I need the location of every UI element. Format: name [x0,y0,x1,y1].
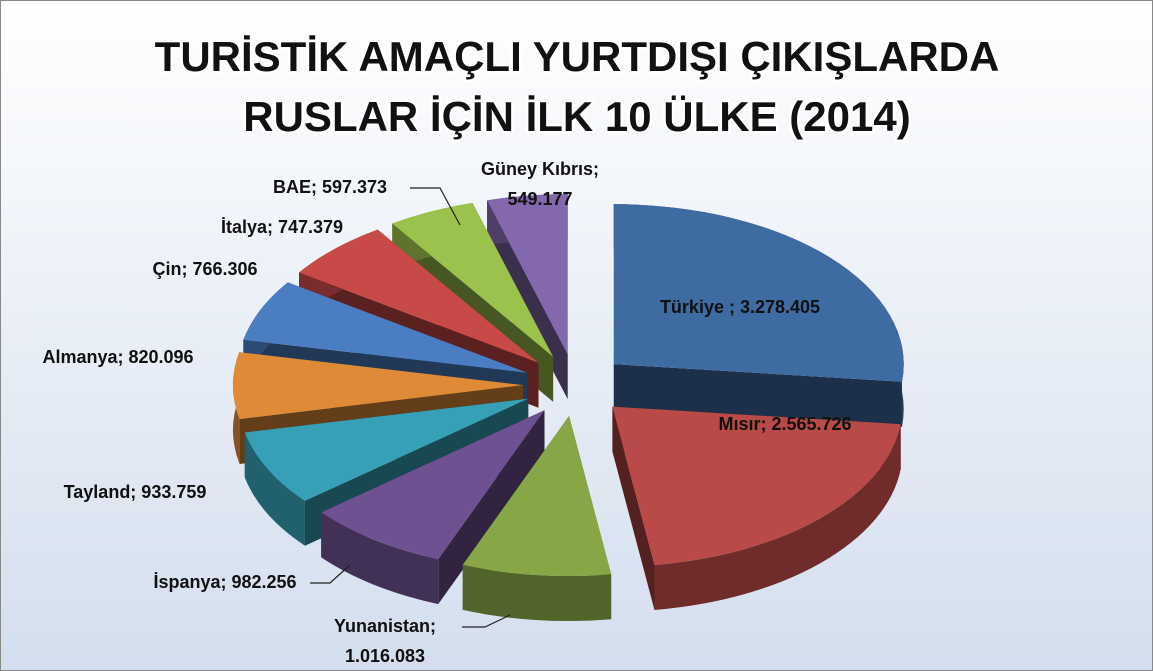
slice [612,406,901,610]
slice-top [487,194,568,355]
slice [321,410,545,605]
data-label-line: BAE; 597.373 [273,177,387,197]
slice-wall [612,406,655,610]
slice-top [299,229,539,363]
chart-title: RUSLAR İÇİN İLK 10 ÜLKE (2014) [243,93,910,140]
leader-line [462,614,511,628]
slice-side [462,564,612,621]
pie [233,194,904,621]
leader-line [310,564,351,584]
slice-top [243,282,528,373]
data-label-line: Türkiye ; 3.278.405 [660,297,820,317]
slice-top [392,202,554,357]
data-label: Mısır; 2.565.726 [718,414,851,434]
data-label-line: 549.177 [507,189,572,209]
labels: Türkiye ; 3.278.405 Mısır; 2.565.726 Yunan… [42,159,851,666]
data-label-line: Yunanistan; [334,616,436,636]
slice-side [321,512,439,605]
slice-top [233,352,524,419]
data-label: Çin; 766.306 [152,259,257,279]
slice-top [612,406,901,565]
data-label-line: Mısır; 2.565.726 [718,414,851,434]
data-label-line: İspanya; 982.256 [153,572,296,592]
data-label: Türkiye ; 3.278.405 [660,297,820,317]
slice-wall [613,364,902,427]
slice-top [613,204,904,382]
leader-line [410,187,461,226]
slice-side [244,432,305,546]
data-label-line: Almanya; 820.096 [42,347,193,367]
slice-top [462,415,612,576]
data-label: BAE; 597.373 [273,177,387,197]
leader-lines [310,187,511,628]
data-label-line: Güney Kıbrıs; [481,159,599,179]
data-label: Tayland; 933.759 [64,482,207,502]
data-label: İtalya; 747.379 [221,217,343,237]
data-label: Almanya; 820.096 [42,347,193,367]
slice-side [654,424,901,610]
slice-top [244,398,529,501]
data-label: Yunanistan; 1.016.083 [334,616,436,666]
slice [613,204,904,427]
chart-title: TURİSTİK AMAÇLI YURTDIŞI ÇIKIŞLARDA [155,33,1000,80]
data-label-line: İtalya; 747.379 [221,217,343,237]
slice-top [321,410,545,560]
data-label: İspanya; 982.256 [153,572,296,592]
data-label-line: 1.016.083 [345,646,425,666]
data-label-line: Tayland; 933.759 [64,482,207,502]
data-label-line: Çin; 766.306 [152,259,257,279]
slice [462,415,612,621]
data-label: Güney Kıbrıs; 549.177 [481,159,599,209]
